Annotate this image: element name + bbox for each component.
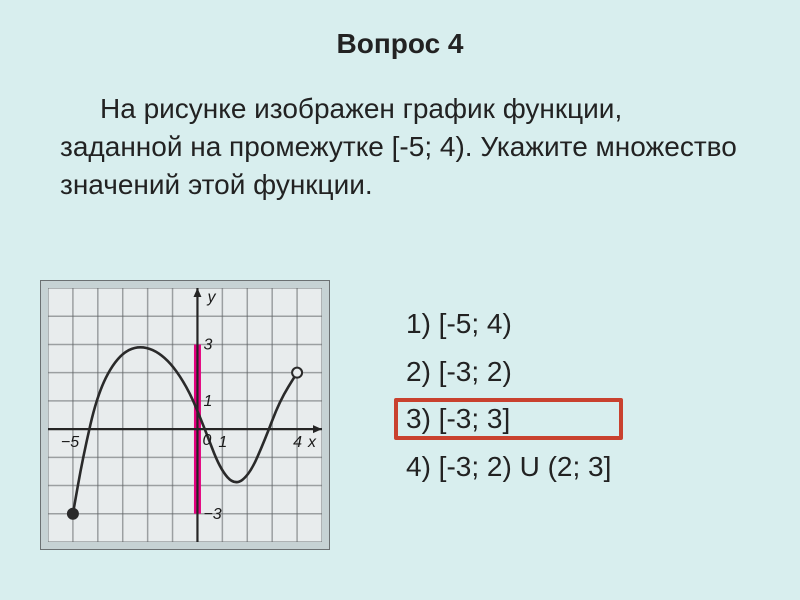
chart-inner: 1 4 −5 1 3 −3 0 x y [48, 288, 322, 542]
svg-text:−5: −5 [61, 434, 79, 451]
answer-text: 2) [-3; 2) [406, 356, 512, 387]
svg-text:3: 3 [203, 336, 212, 353]
question-text: На рисунке изображен график функции, зад… [60, 90, 740, 203]
svg-text:1: 1 [218, 434, 227, 451]
slide: Вопрос 4 На рисунке изображен график фун… [0, 0, 800, 600]
answer-text: 3) [-3; 3] [406, 403, 510, 434]
answers-block: 1) [-5; 4) 2) [-3; 2) 3) [-3; 3] 4) [-3;… [400, 300, 617, 490]
chart-container: 1 4 −5 1 3 −3 0 x y [40, 280, 330, 550]
svg-text:y: y [206, 289, 216, 306]
svg-text:x: x [307, 434, 317, 451]
answer-text: 1) [-5; 4) [406, 308, 512, 339]
svg-text:−3: −3 [203, 506, 221, 523]
answer-option-1: 1) [-5; 4) [400, 300, 617, 348]
answer-option-2: 2) [-3; 2) [400, 348, 617, 396]
answer-option-3: 3) [-3; 3] [400, 395, 617, 443]
svg-text:1: 1 [203, 393, 212, 410]
function-graph: 1 4 −5 1 3 −3 0 x y [48, 288, 322, 542]
answer-option-4: 4) [-3; 2) U (2; 3] [400, 443, 617, 491]
question-title: Вопрос 4 [0, 28, 800, 60]
answer-text: 4) [-3; 2) U (2; 3] [406, 451, 611, 482]
svg-text:0: 0 [202, 432, 211, 449]
svg-text:4: 4 [293, 434, 302, 451]
